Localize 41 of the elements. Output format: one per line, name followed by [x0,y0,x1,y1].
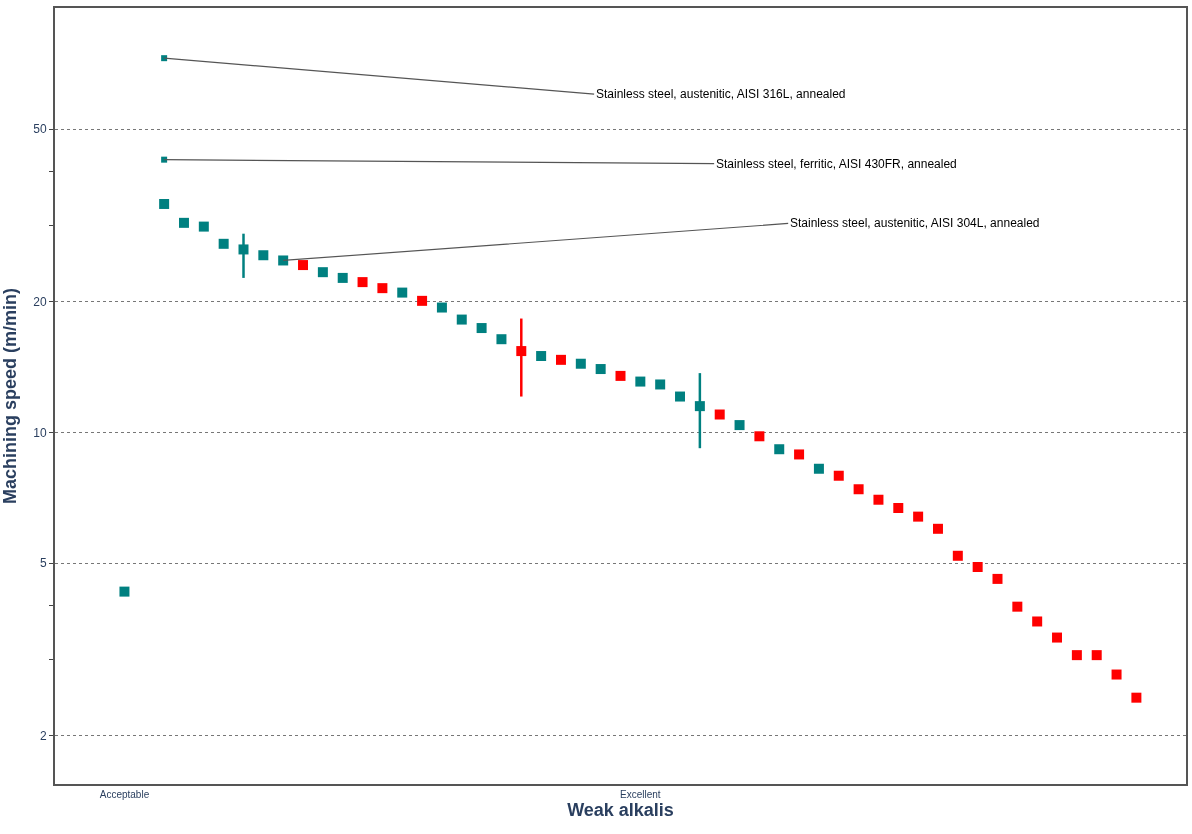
point [298,260,309,271]
point [555,354,566,365]
point [377,283,388,294]
x-axis-title: Weak alkalis [567,800,674,820]
point [417,295,428,306]
point [615,370,626,381]
point [1091,650,1102,661]
point [833,470,844,481]
point [992,573,1003,584]
point [161,156,168,163]
y-tick-label: 50 [33,122,47,137]
point [893,502,904,513]
point [972,561,983,572]
y-tick-label: 20 [33,294,47,309]
y-tick-label: 2 [39,729,47,744]
point [278,255,289,266]
point [1032,616,1043,627]
point [357,277,368,288]
point [754,431,765,442]
point [873,494,884,505]
point [913,511,924,522]
x-tick-label: Excellent [620,789,661,800]
text: Stainless steel, ferritic, AISI 430FR, annealed [716,157,957,171]
x-tick-label: Acceptable [99,789,150,800]
point [1052,632,1063,643]
y-tick-label: 5 [39,556,47,571]
point [952,550,963,561]
point [1071,650,1082,661]
point [714,409,725,420]
text: Stainless steel, austenitic, AISI 316L, annealed [596,87,846,101]
point [516,346,527,357]
text: Stainless steel, austenitic, AISI 304L, annealed [790,216,1040,230]
point [932,523,943,534]
y-axis-title: Machining speed (m/min) [0,287,20,505]
point [1131,692,1142,703]
y-tick-label: 10 [33,425,47,440]
point [1012,601,1023,612]
point [161,55,168,62]
point [1111,669,1122,680]
point [853,484,864,495]
point [794,449,805,460]
